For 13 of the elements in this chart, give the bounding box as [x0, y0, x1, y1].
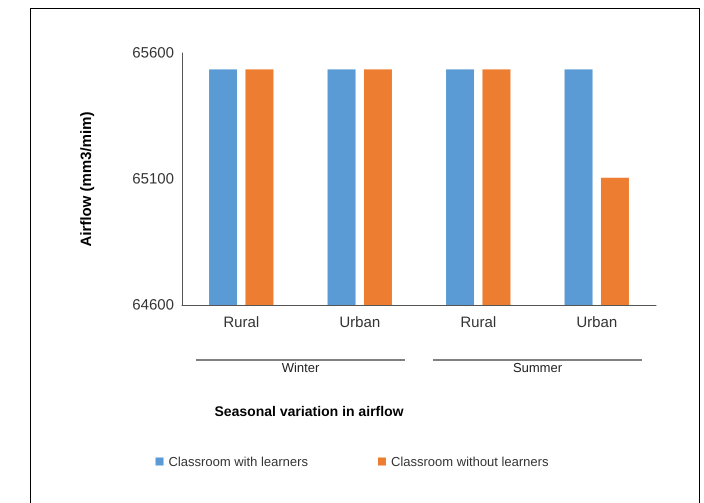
x-tick-label: Rural — [460, 314, 496, 331]
y-tick-label: 65100 — [132, 170, 174, 188]
text: Seasonal variation in airflow — [214, 403, 404, 419]
x-tick-label: Urban — [339, 314, 380, 331]
legend-label: Classroom without learners — [390, 454, 549, 469]
text: Summer — [512, 360, 563, 375]
y-tick-label: 65600 — [132, 44, 174, 62]
y-axis-title: Airflow (mm3/mim) — [78, 111, 95, 247]
text: Winter — [282, 360, 320, 375]
x-tick-label: Rural — [223, 314, 260, 331]
legend-label: Classroom with learners — [168, 454, 308, 469]
x-tick-label: Urban — [576, 314, 618, 331]
y-tick-label: 64600 — [132, 296, 174, 314]
